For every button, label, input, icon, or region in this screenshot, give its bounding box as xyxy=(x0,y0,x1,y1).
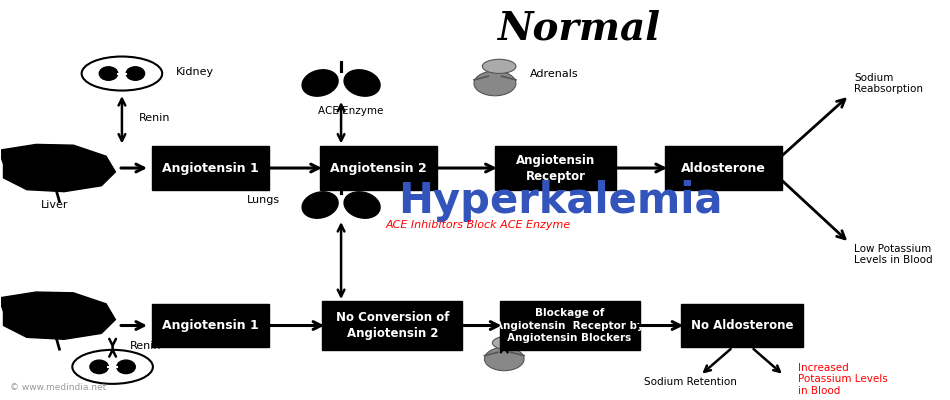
Ellipse shape xyxy=(90,360,108,374)
FancyBboxPatch shape xyxy=(665,146,782,190)
Circle shape xyxy=(82,56,162,90)
Circle shape xyxy=(72,350,153,384)
Text: Hyperkalemia: Hyperkalemia xyxy=(398,180,723,222)
FancyBboxPatch shape xyxy=(320,146,437,190)
Ellipse shape xyxy=(474,71,516,96)
Text: Sodium
Reabsorption: Sodium Reabsorption xyxy=(854,72,923,94)
FancyBboxPatch shape xyxy=(500,301,639,350)
FancyBboxPatch shape xyxy=(152,146,269,190)
Polygon shape xyxy=(0,292,115,339)
Text: Angiotensin 1: Angiotensin 1 xyxy=(162,319,259,332)
Ellipse shape xyxy=(302,192,338,218)
Text: No Aldosterone: No Aldosterone xyxy=(691,319,793,332)
Ellipse shape xyxy=(117,360,135,374)
Circle shape xyxy=(492,336,524,350)
Text: Renin: Renin xyxy=(139,113,170,123)
Text: Blockage of
Angiotensin  Receptor by
Angiotensin Blockers: Blockage of Angiotensin Receptor by Angi… xyxy=(495,308,644,343)
FancyBboxPatch shape xyxy=(495,146,617,190)
Text: Renin: Renin xyxy=(129,341,161,351)
Text: Low Potassium
Levels in Blood: Low Potassium Levels in Blood xyxy=(854,244,933,266)
Ellipse shape xyxy=(344,192,380,218)
Text: Lungs: Lungs xyxy=(247,194,280,204)
Ellipse shape xyxy=(302,70,338,96)
Text: Liver: Liver xyxy=(41,200,68,210)
Text: No Conversion of
Angiotensin 2: No Conversion of Angiotensin 2 xyxy=(335,311,449,340)
Ellipse shape xyxy=(99,67,118,80)
Ellipse shape xyxy=(344,70,380,96)
Text: Sodium Retention: Sodium Retention xyxy=(644,377,737,387)
FancyBboxPatch shape xyxy=(152,304,269,347)
Text: © www.medindia.net: © www.medindia.net xyxy=(10,383,106,392)
Text: Angiotensin
Receptor: Angiotensin Receptor xyxy=(516,154,596,182)
Text: ACE Inhibitors Block ACE Enzyme: ACE Inhibitors Block ACE Enzyme xyxy=(386,220,571,230)
FancyBboxPatch shape xyxy=(681,304,803,347)
Text: Adrenals: Adrenals xyxy=(530,68,579,78)
Text: Kidney: Kidney xyxy=(176,66,214,76)
Text: Angiotensin 2: Angiotensin 2 xyxy=(330,162,427,174)
Text: Normal: Normal xyxy=(498,9,660,47)
Circle shape xyxy=(483,59,516,74)
Polygon shape xyxy=(0,144,115,192)
Ellipse shape xyxy=(126,67,144,80)
Text: Aldosterone: Aldosterone xyxy=(681,162,766,174)
Ellipse shape xyxy=(484,347,524,371)
FancyBboxPatch shape xyxy=(322,301,463,350)
Text: Angiotensin 1: Angiotensin 1 xyxy=(162,162,259,174)
Text: Increased
Potassium Levels
in Blood: Increased Potassium Levels in Blood xyxy=(798,363,888,396)
Text: ACE Enzyme: ACE Enzyme xyxy=(317,106,383,116)
